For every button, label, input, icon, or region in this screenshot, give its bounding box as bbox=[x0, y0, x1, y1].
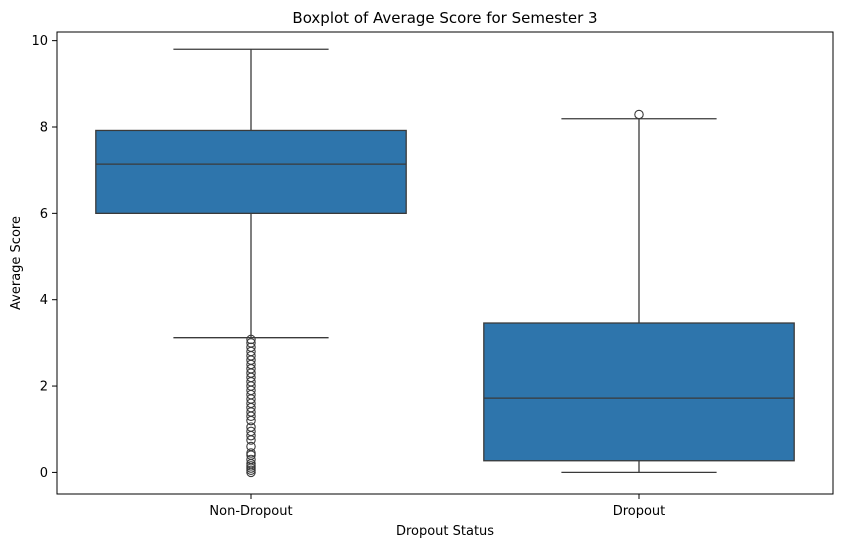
x-axis: Non-Dropout Dropout bbox=[209, 494, 665, 519]
outlier-point bbox=[246, 422, 256, 432]
iqr-box bbox=[483, 322, 795, 462]
y-tick-label: 6 bbox=[40, 207, 48, 222]
y-tick-label: 0 bbox=[40, 466, 48, 481]
outlier-point bbox=[246, 342, 256, 352]
iqr-box bbox=[95, 129, 407, 214]
outlier-point bbox=[246, 338, 256, 348]
plot-area bbox=[95, 48, 795, 478]
y-tick-label: 10 bbox=[31, 34, 48, 49]
y-tick-label: 8 bbox=[40, 120, 48, 135]
y-axis-label: Average Score bbox=[9, 216, 24, 310]
box-group-non-dropout bbox=[95, 48, 407, 478]
x-axis-label: Dropout Status bbox=[396, 524, 494, 539]
outlier-point bbox=[246, 441, 256, 452]
y-axis: 0 2 4 6 8 10 bbox=[31, 34, 57, 481]
outlier-point bbox=[246, 454, 256, 465]
x-tick-label: Non-Dropout bbox=[209, 504, 292, 519]
outlier-point bbox=[246, 448, 256, 458]
x-tick-label: Dropout bbox=[613, 504, 666, 519]
y-tick-label: 2 bbox=[40, 380, 48, 395]
outlier-point bbox=[246, 426, 256, 437]
chart-title: Boxplot of Average Score for Semester 3 bbox=[292, 9, 597, 27]
axes-frame bbox=[56, 31, 834, 495]
outlier-point bbox=[634, 109, 644, 120]
y-tick-label: 4 bbox=[40, 293, 48, 308]
outlier-point bbox=[246, 334, 256, 345]
box-group-dropout bbox=[483, 109, 795, 474]
